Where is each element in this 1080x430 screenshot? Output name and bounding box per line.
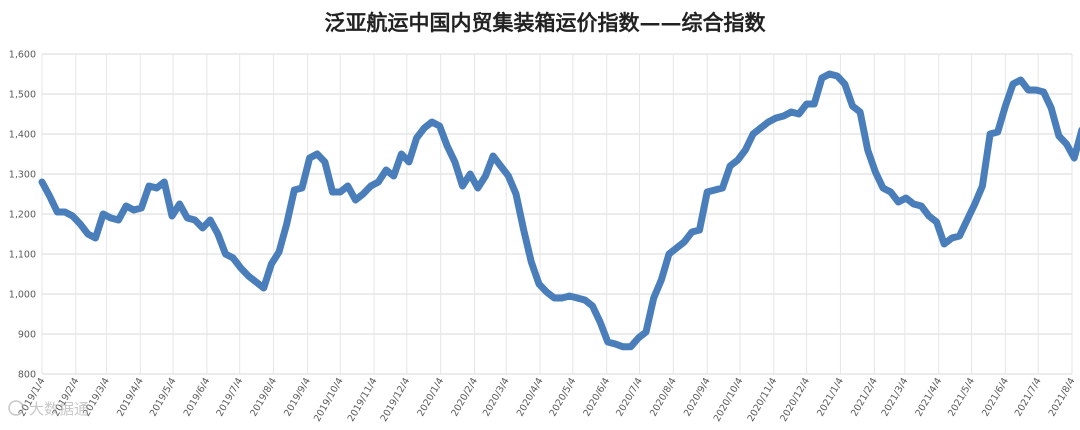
x-tick-label: 2020/1/4 <box>415 376 446 418</box>
x-axis: 2019/1/4 2019/2/4 2019/3/4 2019/4/4 2019/5/4… <box>17 376 1078 424</box>
y-tick-label: 1,200 <box>9 210 36 221</box>
y-axis: 800 900 1,000 1,100 1,200 1,300 1,400 1,500 1,60… <box>9 50 36 381</box>
x-tick-label: 2020/2/4 <box>449 376 480 418</box>
y-tick-label: 1,600 <box>9 50 36 61</box>
x-tick-label: 2020/4/4 <box>515 376 546 418</box>
x-tick-label: 2021/7/4 <box>1013 376 1044 418</box>
y-tick-label: 1,100 <box>9 250 36 261</box>
y-tick-label: 1,300 <box>9 170 36 181</box>
y-tick-label: 900 <box>18 330 36 341</box>
x-tick-label: 2019/5/4 <box>148 376 179 418</box>
y-tick-label: 800 <box>18 370 36 381</box>
x-tick-label: 2020/7/4 <box>614 376 645 418</box>
x-tick-label: 2019/12/4 <box>379 376 413 424</box>
x-tick-label: 2020/6/4 <box>581 376 612 418</box>
x-tick-label: 2021/8/4 <box>1047 376 1078 418</box>
x-tick-label: 2020/11/4 <box>746 376 780 424</box>
x-tick-label: 2020/3/4 <box>481 376 512 418</box>
x-tick-label: 2019/8/4 <box>248 376 279 418</box>
watermark-text: 大数据通 <box>29 400 89 418</box>
x-tick-label: 2021/2/4 <box>849 376 880 418</box>
series-layer <box>38 70 1080 351</box>
x-tick-label: 2020/5/4 <box>548 376 579 418</box>
y-tick-label: 1,400 <box>9 130 36 141</box>
x-tick-label: 2020/10/4 <box>712 376 746 424</box>
x-tick-label: 2021/3/4 <box>880 376 911 418</box>
x-tick-label: 2019/4/4 <box>115 376 146 418</box>
x-tick-label: 2019/11/4 <box>346 376 380 424</box>
x-tick-label: 2019/6/4 <box>182 376 213 418</box>
chart-title: 泛亚航运中国内贸集装箱运价指数——综合指数 <box>325 10 767 35</box>
y-tick-label: 1,500 <box>9 90 36 101</box>
x-tick-label: 2021/6/4 <box>980 376 1011 418</box>
watermark-logo-icon <box>8 400 24 416</box>
x-tick-label: 2021/4/4 <box>913 376 944 418</box>
y-tick-label: 1,000 <box>9 290 36 301</box>
series-line <box>38 70 1080 351</box>
x-tick-label: 2021/1/4 <box>815 376 846 418</box>
x-tick-label: 2021/5/4 <box>946 376 977 418</box>
x-tick-label: 2020/12/4 <box>778 376 812 424</box>
x-tick-label: 2019/9/4 <box>282 376 313 418</box>
x-tick-label: 2020/9/4 <box>682 376 713 418</box>
x-tick-label: 2019/10/4 <box>312 376 346 424</box>
watermark: 大数据通 <box>8 400 89 418</box>
x-tick-label: 2019/7/4 <box>214 376 245 418</box>
x-tick-label: 2020/8/4 <box>648 376 679 418</box>
gridlines <box>41 53 1073 375</box>
